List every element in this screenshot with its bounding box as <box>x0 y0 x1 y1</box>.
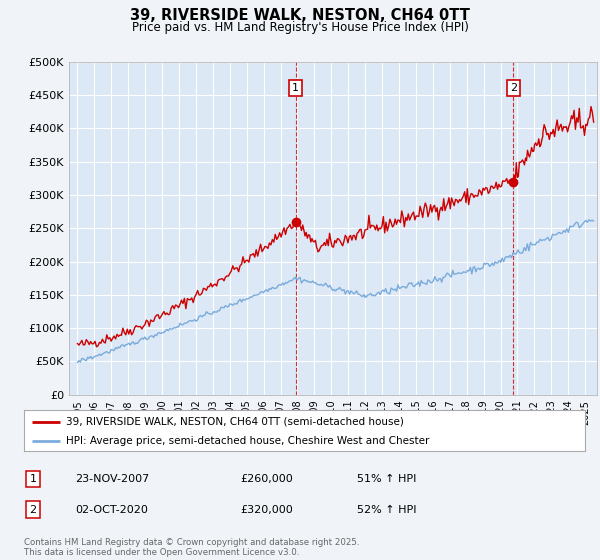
Text: £320,000: £320,000 <box>240 505 293 515</box>
Text: 23-NOV-2007: 23-NOV-2007 <box>75 474 149 484</box>
Text: 51% ↑ HPI: 51% ↑ HPI <box>357 474 416 484</box>
Text: 1: 1 <box>29 474 37 484</box>
Text: 39, RIVERSIDE WALK, NESTON, CH64 0TT: 39, RIVERSIDE WALK, NESTON, CH64 0TT <box>130 8 470 24</box>
Text: Contains HM Land Registry data © Crown copyright and database right 2025.
This d: Contains HM Land Registry data © Crown c… <box>24 538 359 557</box>
Text: 52% ↑ HPI: 52% ↑ HPI <box>357 505 416 515</box>
Text: HPI: Average price, semi-detached house, Cheshire West and Chester: HPI: Average price, semi-detached house,… <box>66 436 430 446</box>
Text: 2: 2 <box>29 505 37 515</box>
Text: Price paid vs. HM Land Registry's House Price Index (HPI): Price paid vs. HM Land Registry's House … <box>131 21 469 34</box>
Text: 02-OCT-2020: 02-OCT-2020 <box>75 505 148 515</box>
Text: £260,000: £260,000 <box>240 474 293 484</box>
Text: 2: 2 <box>509 83 517 94</box>
Text: 39, RIVERSIDE WALK, NESTON, CH64 0TT (semi-detached house): 39, RIVERSIDE WALK, NESTON, CH64 0TT (se… <box>66 417 404 427</box>
Text: 1: 1 <box>292 83 299 94</box>
